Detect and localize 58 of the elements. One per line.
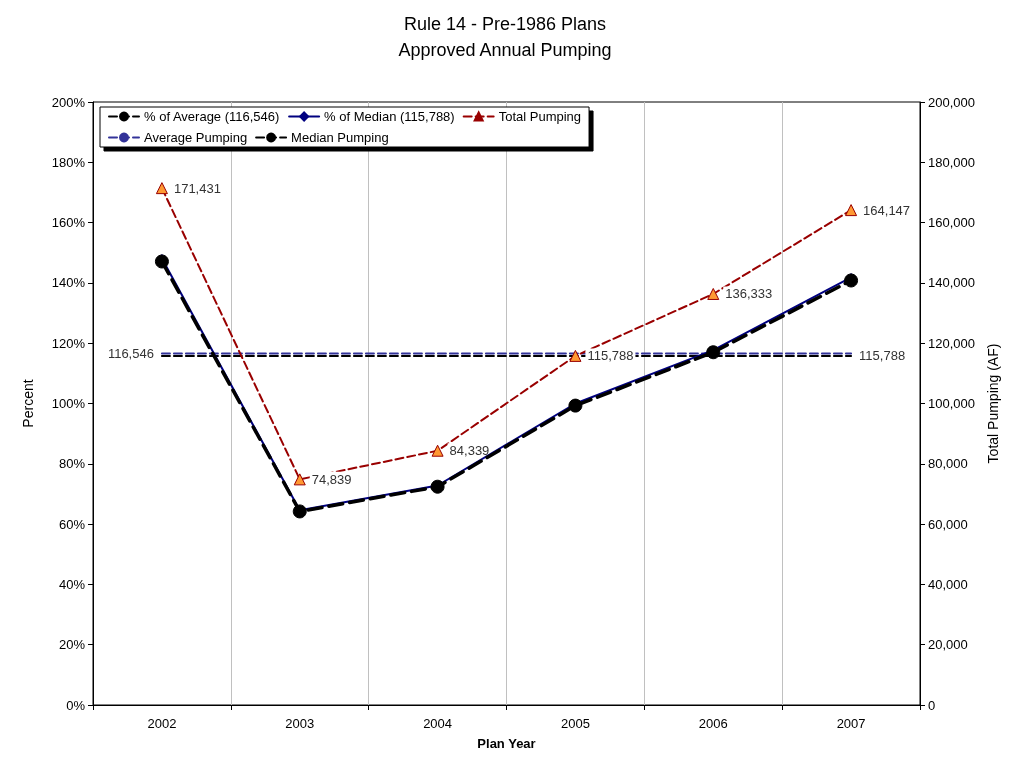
x-tick-label: 2002: [147, 716, 177, 731]
y2-tick-label: 0: [928, 697, 936, 713]
point: [844, 273, 859, 288]
chart-title: Rule 14 - Pre-1986 Plans: [403, 14, 607, 34]
y2-tick-label: 180,000: [928, 154, 975, 170]
y-axis-title: Percent: [20, 379, 36, 428]
data-label: 84,339: [449, 443, 490, 459]
data-label: 115,788: [587, 348, 634, 364]
data-label: 115,788: [859, 348, 906, 364]
y-tick-label: 80%: [58, 456, 86, 472]
y-tick-label: 120%: [51, 335, 86, 351]
legend-label: % of Median (115,788): [324, 109, 455, 124]
point: [845, 204, 858, 217]
y2-tick-label: 100,000: [928, 396, 975, 411]
y-tick-label: 160%: [51, 215, 86, 231]
legend-label: Average Pumping: [144, 130, 248, 145]
y-tick-label: 20%: [58, 637, 86, 653]
data-label: 116,546: [107, 346, 154, 362]
point: [154, 254, 169, 269]
y-tick-label: 100%: [51, 396, 86, 411]
data-label: 164,147: [863, 202, 911, 218]
point: [707, 287, 720, 300]
y-tick-label: 40%: [58, 576, 86, 592]
point: [569, 349, 582, 362]
point: [431, 444, 444, 457]
y2-axis-title: Total Pumping (AF): [984, 343, 1001, 464]
y-tick-label: 0%: [66, 697, 86, 713]
y2-tick-label: 200,000: [928, 94, 975, 110]
point: [292, 504, 307, 519]
y2-tick-label: 140,000: [928, 275, 975, 291]
legend-label: Median Pumping: [291, 130, 389, 145]
x-tick-label: 2007: [836, 716, 866, 731]
y-tick-label: 140%: [51, 275, 86, 291]
x-tick-label: 2004: [423, 716, 453, 731]
y-tick-label: 60%: [58, 516, 86, 532]
x-tick-label: 2006: [698, 716, 728, 731]
y2-tick-label: 20,000: [928, 637, 968, 653]
data-label: 171,431: [173, 180, 221, 196]
y-tick-label: 200%: [51, 94, 86, 110]
y2-tick-label: 40,000: [928, 576, 968, 592]
point: [293, 473, 306, 486]
y2-tick-label: 60,000: [928, 516, 968, 532]
x-tick-label: 2003: [285, 716, 315, 731]
x-axis-title: Plan Year: [477, 736, 536, 751]
legend-label: % of Average (116,546): [144, 109, 280, 124]
data-label: 74,839: [311, 471, 352, 487]
legend-label: Total Pumping: [498, 109, 582, 124]
point: [155, 182, 168, 195]
x-tick-label: 2005: [560, 716, 590, 731]
y-tick-label: 180%: [51, 154, 86, 170]
y2-tick-label: 80,000: [928, 456, 968, 472]
point: [568, 398, 583, 413]
data-label: 136,333: [725, 286, 773, 302]
point: [706, 345, 721, 360]
y2-tick-label: 120,000: [928, 335, 975, 351]
chart-subtitle: Approved Annual Pumping: [398, 40, 612, 60]
point: [430, 479, 445, 494]
y2-tick-label: 160,000: [928, 215, 975, 231]
